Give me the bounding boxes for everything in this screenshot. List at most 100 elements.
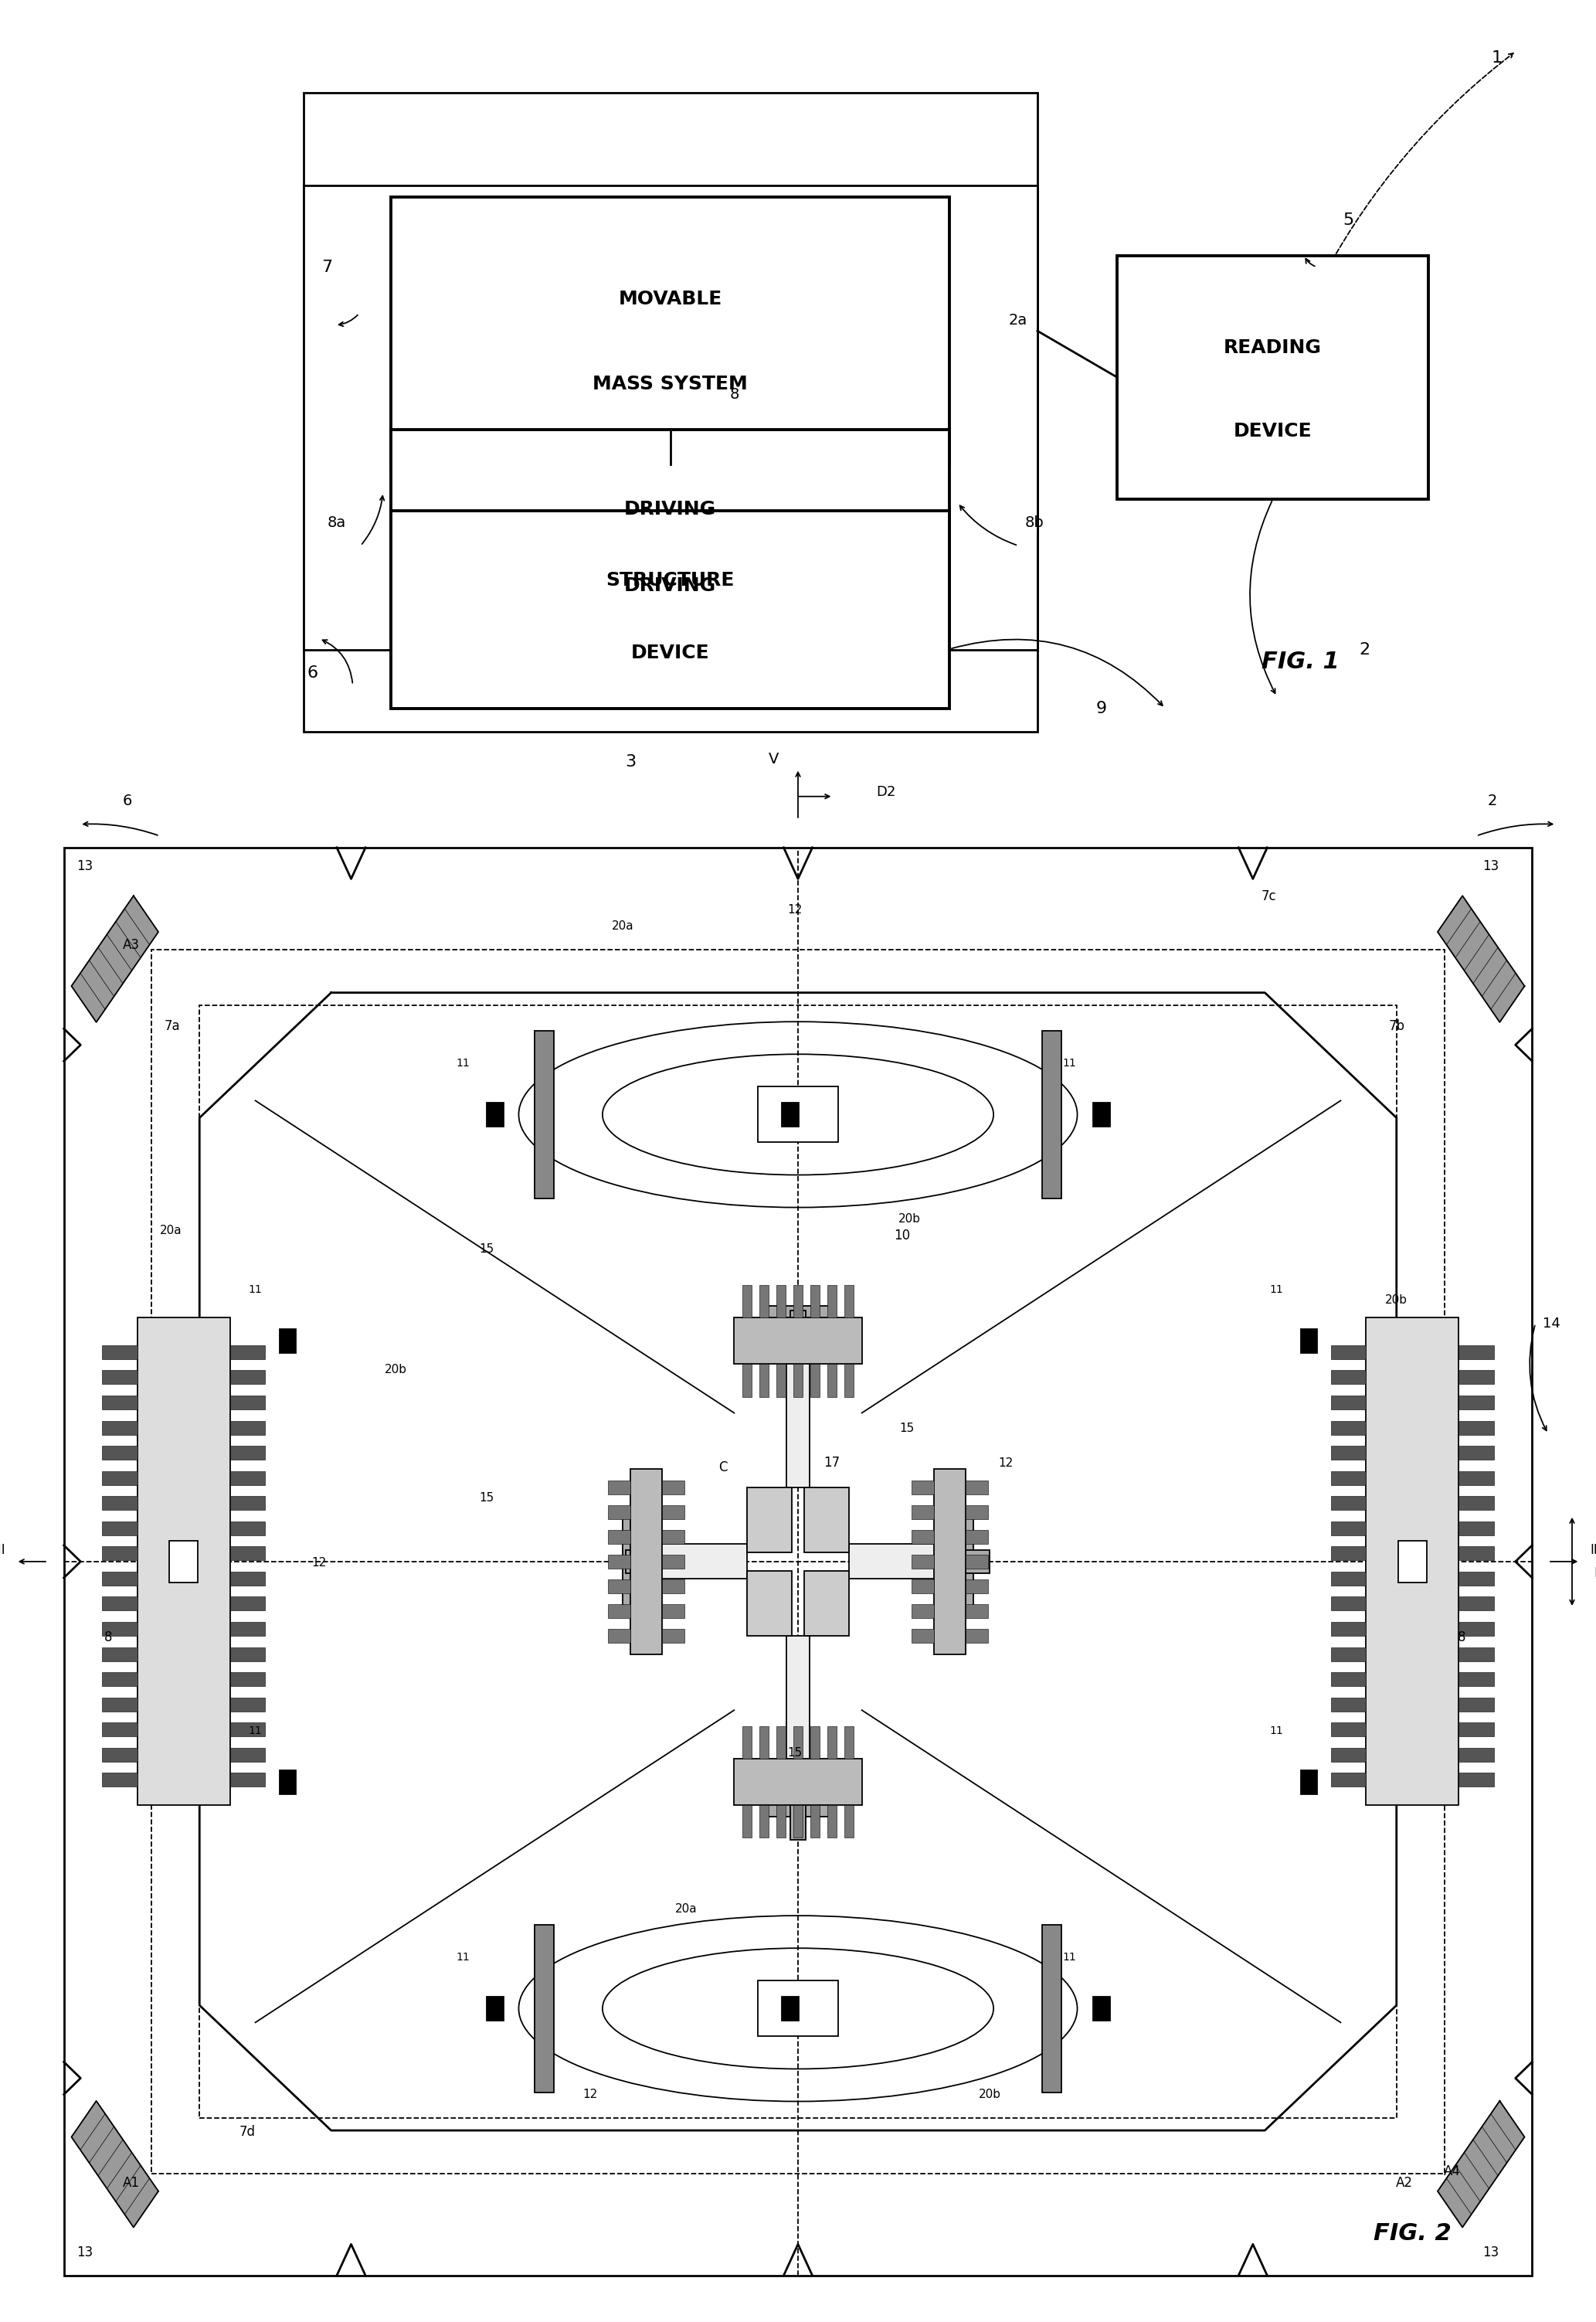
Bar [1301,1328,1317,1351]
Bar [230,1344,265,1358]
Bar [662,1630,685,1644]
Bar [742,1728,752,1760]
Text: MOVABLE: MOVABLE [619,290,721,309]
Bar [785,1635,809,1774]
Bar [391,430,950,639]
Bar [622,1509,642,1614]
Bar [391,197,950,464]
Bar [230,1447,265,1461]
Bar [1366,1319,1459,1807]
Bar [1331,1546,1366,1560]
Text: 11: 11 [1270,1284,1283,1296]
Text: 8: 8 [729,388,739,402]
Bar [1331,1672,1366,1686]
Bar [1331,1621,1366,1635]
Bar [793,1728,803,1760]
Bar [827,1807,836,1839]
Text: 9: 9 [1096,701,1106,715]
Bar [811,1365,820,1398]
Polygon shape [1438,896,1524,1022]
Bar [742,1286,752,1319]
Bar [776,1807,785,1839]
Bar [1459,1447,1494,1461]
Bar [782,1997,798,2020]
Bar [102,1723,137,1737]
Bar [954,1509,974,1614]
Bar [1459,1598,1494,1611]
Text: A3: A3 [123,938,139,952]
Bar [763,1788,833,1816]
Bar [102,1774,137,1788]
Bar [844,1807,854,1839]
Bar [230,1774,265,1788]
Text: A4: A4 [1444,2164,1460,2178]
Text: 7b: 7b [1389,1019,1404,1033]
Text: 11: 11 [249,1725,262,1737]
Bar [734,1760,862,1807]
Text: 14: 14 [1542,1317,1561,1331]
Text: 11: 11 [249,1284,262,1296]
Text: A2: A2 [1396,2176,1412,2190]
Bar [200,1005,1396,2118]
Text: 1: 1 [1492,51,1502,65]
Bar [152,950,1444,2173]
Text: V: V [769,752,779,766]
Bar [911,1530,934,1544]
Bar [811,1728,820,1760]
Text: DEVICE: DEVICE [1234,423,1312,441]
Text: 12: 12 [787,906,803,915]
Bar [662,1530,685,1544]
Text: 12: 12 [311,1558,327,1567]
Text: 12: 12 [583,2090,598,2099]
Bar [827,1728,836,1760]
Text: 3: 3 [626,755,635,769]
Bar [102,1572,137,1586]
Bar [1331,1472,1366,1486]
Bar [102,1621,137,1635]
Bar [1331,1370,1366,1384]
Bar [776,1286,785,1319]
Bar [844,1728,854,1760]
Text: 11: 11 [456,1059,469,1068]
Text: 7a: 7a [164,1019,180,1033]
Bar [844,1286,854,1319]
Bar [776,1728,785,1760]
Bar [1331,1421,1366,1435]
Bar [608,1481,630,1495]
Text: 20a: 20a [160,1226,182,1235]
Text: 20b: 20b [899,1214,921,1224]
Bar [230,1646,265,1660]
Bar [1459,1546,1494,1560]
Bar [535,1031,554,1198]
Bar [230,1748,265,1762]
Bar [966,1556,988,1570]
Bar [1331,1447,1366,1461]
Text: 20a: 20a [675,1904,697,1913]
Bar [966,1630,988,1644]
Bar [279,1769,295,1793]
Text: 11: 11 [1063,1059,1076,1068]
Text: 13: 13 [77,2245,93,2259]
Text: III: III [1590,1544,1596,1556]
Bar [608,1556,630,1570]
Polygon shape [72,2101,158,2227]
Bar [747,1486,792,1551]
Bar [230,1572,265,1586]
Bar [1331,1748,1366,1762]
Bar [662,1505,685,1519]
Text: 2a: 2a [1009,313,1028,327]
Bar [102,1672,137,1686]
Bar [1459,1344,1494,1358]
Text: 11: 11 [456,1953,469,1962]
Bar [230,1370,265,1384]
Bar [966,1605,988,1618]
Bar [793,1807,803,1839]
Bar [102,1495,137,1509]
Bar [827,1365,836,1398]
Bar [608,1605,630,1618]
Text: DRIVING: DRIVING [624,576,717,594]
Bar [763,1305,833,1333]
Bar [804,1486,849,1551]
Bar [102,1646,137,1660]
Bar [662,1481,685,1495]
